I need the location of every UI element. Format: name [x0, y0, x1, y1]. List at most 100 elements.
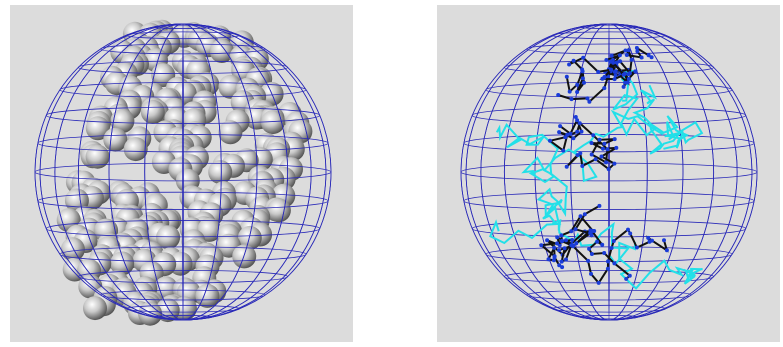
walk-node: [662, 238, 666, 242]
walk-node: [595, 240, 599, 244]
walk-node: [568, 132, 572, 136]
walk-node: [606, 259, 610, 263]
walk-node: [600, 243, 604, 247]
walk-node: [630, 58, 634, 62]
walk-node: [625, 53, 629, 57]
walk-node: [624, 277, 628, 281]
walk-node: [569, 243, 573, 247]
walk-node: [665, 248, 669, 252]
walk-node: [567, 63, 571, 67]
particle: [103, 128, 127, 152]
walk-node: [590, 153, 594, 157]
walk-node: [563, 246, 567, 250]
walk-node: [604, 58, 608, 62]
walk-node: [613, 77, 617, 81]
walk-node: [570, 97, 574, 101]
scene: [0, 0, 783, 347]
walk-node: [539, 243, 543, 247]
walk-node: [582, 81, 586, 85]
walk-node: [559, 233, 563, 237]
walk-node: [590, 141, 594, 145]
walk-node: [606, 267, 610, 271]
page: (() => { JSON.parse(document.getElementB…: [0, 0, 783, 347]
walk-node: [586, 259, 590, 263]
walk-node: [553, 255, 557, 259]
walk-node: [575, 118, 579, 122]
walk-node: [560, 265, 564, 269]
walk-node: [578, 151, 582, 155]
walk-node: [628, 232, 632, 236]
walk-node: [640, 56, 644, 60]
walk-node: [597, 204, 601, 208]
particle: [124, 137, 148, 161]
walk-node: [604, 160, 608, 164]
walk-node: [565, 165, 569, 169]
particle: [141, 100, 165, 124]
walk-node: [647, 53, 651, 57]
walk-node: [602, 86, 606, 90]
walk-node: [548, 139, 552, 143]
walk-node: [618, 53, 622, 57]
walk-node: [633, 69, 637, 73]
walk-node: [612, 239, 616, 243]
walk-node: [627, 48, 631, 52]
walk-node: [611, 61, 615, 65]
walk-node: [590, 233, 594, 237]
walk-node: [607, 167, 611, 171]
walk-node: [547, 257, 551, 261]
walk-node: [579, 214, 583, 218]
walk-node: [556, 93, 560, 97]
walk-node: [575, 130, 579, 134]
walk-node: [580, 130, 584, 134]
walk-node: [560, 239, 564, 243]
walk-node: [602, 142, 606, 146]
walk-node: [575, 90, 579, 94]
walk-node: [571, 136, 575, 140]
walk-node: [555, 235, 559, 239]
walk-node: [572, 59, 576, 63]
walk-node: [635, 46, 639, 50]
walk-node: [623, 81, 627, 85]
walk-node: [618, 59, 622, 63]
walk-node: [601, 147, 605, 151]
walk-node: [626, 228, 630, 232]
walk-node: [610, 246, 614, 250]
walk-node: [646, 236, 650, 240]
walk-node: [581, 56, 585, 60]
particle: [267, 198, 291, 222]
walk-node: [568, 90, 572, 94]
walk-node: [587, 247, 591, 251]
walk-node: [591, 133, 595, 137]
walk-node: [622, 85, 626, 89]
walk-node: [565, 75, 569, 79]
walk-node: [614, 69, 618, 73]
walk-node: [581, 76, 585, 80]
walk-node: [594, 157, 598, 161]
walk-node: [628, 71, 632, 75]
walk-node: [602, 251, 606, 255]
walk-node: [557, 130, 561, 134]
walk-node: [552, 246, 556, 250]
walk-node: [561, 149, 565, 153]
walk-node: [590, 252, 594, 256]
walk-node: [635, 246, 639, 250]
walk-node: [570, 238, 574, 242]
walk-node: [575, 83, 579, 87]
walk-node: [603, 75, 607, 79]
walk-node: [583, 212, 587, 216]
walk-node: [580, 164, 584, 168]
walk-node: [558, 124, 562, 128]
walk-node: [545, 238, 549, 242]
walk-node: [605, 147, 609, 151]
walk-node: [612, 162, 616, 166]
walk-node: [564, 238, 568, 242]
walk-node: [585, 96, 589, 100]
walk-node: [598, 138, 602, 142]
walk-node: [597, 281, 601, 285]
walk-node: [609, 68, 613, 72]
walk-node: [610, 54, 614, 58]
walk-node: [613, 137, 617, 141]
walk-node: [578, 121, 582, 125]
walk-node: [560, 260, 564, 264]
walk-node: [614, 146, 618, 150]
